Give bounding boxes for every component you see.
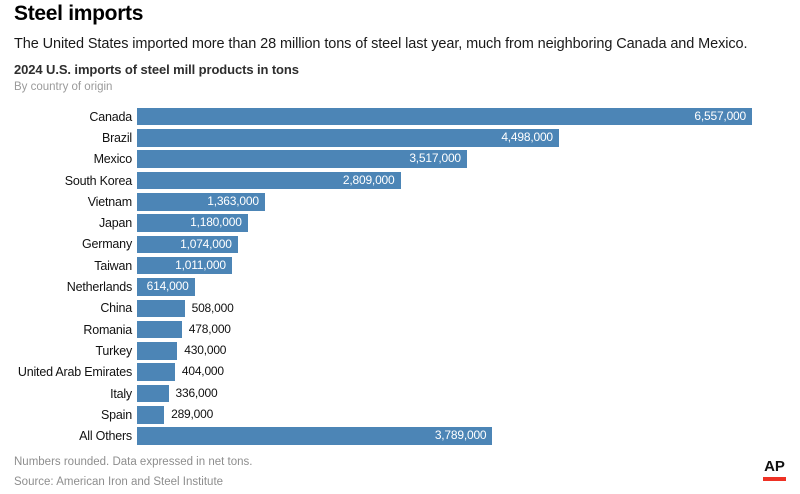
bar-row: Canada 6,557,000 — [14, 106, 786, 127]
bar-track: 1,363,000 — [137, 193, 752, 211]
bar — [137, 171, 401, 190]
bar-track: 6,557,000 — [137, 107, 752, 126]
bar — [137, 299, 185, 318]
value-label: 430,000 — [184, 343, 227, 358]
bar-track: 3,789,000 — [137, 427, 752, 445]
bar-track: 1,074,000 — [137, 235, 752, 254]
ap-logo: AP — [763, 459, 786, 481]
bar-row: Taiwan 1,011,000 — [14, 255, 786, 276]
bar-row: Vietnam 1,363,000 — [14, 191, 786, 212]
category-label: Romania — [83, 322, 132, 337]
bar-track: 404,000 — [137, 363, 752, 381]
value-label: 289,000 — [171, 407, 214, 422]
bar-row: Germany 1,074,000 — [14, 234, 786, 255]
bar-rows: Canada 6,557,000 Brazil 4,498,000 Mexico 3,51… — [14, 106, 786, 447]
bar-row: United Arab Emirates 404,000 — [14, 362, 786, 383]
bar — [137, 256, 232, 275]
bar — [137, 384, 169, 403]
bar — [137, 320, 182, 339]
value-label: 336,000 — [175, 385, 218, 400]
bar-track: 614,000 — [137, 278, 752, 296]
intro-text: The United States imported more than 28 … — [14, 36, 748, 52]
bar-track: 336,000 — [137, 384, 752, 403]
category-label: Japan — [98, 216, 132, 231]
bar — [137, 235, 238, 254]
category-label: China — [100, 301, 132, 316]
bar-row: Netherlands 614,000 — [14, 276, 786, 297]
category-label: All Others — [79, 429, 132, 444]
value-label: 1,011,000 — [175, 257, 226, 272]
bar-track: 2,809,000 — [137, 171, 752, 190]
bar-row: South Korea 2,809,000 — [14, 170, 786, 191]
bar-row: Turkey 430,000 — [14, 340, 786, 361]
value-label: 1,074,000 — [180, 236, 232, 251]
value-label: 2,809,000 — [342, 172, 395, 187]
bar-track: 508,000 — [137, 299, 752, 318]
bar-row: Italy 336,000 — [14, 383, 786, 404]
bar-row: China 508,000 — [14, 298, 786, 319]
category-label: Mexico — [93, 152, 133, 167]
bar-track: 4,498,000 — [137, 129, 752, 147]
bar-row: Brazil 4,498,000 — [14, 127, 786, 148]
category-label: Vietnam — [87, 194, 132, 209]
bar-track: 478,000 — [137, 320, 752, 339]
category-label: Canada — [89, 109, 132, 124]
bar-row: Japan 1,180,000 — [14, 212, 786, 233]
bar — [137, 129, 559, 147]
value-label: 478,000 — [188, 321, 231, 336]
bar — [137, 363, 175, 381]
category-label: Italy — [110, 386, 132, 401]
ap-logo-underline — [763, 477, 786, 481]
footnote: Numbers rounded. Data expressed in net t… — [14, 456, 253, 468]
value-label: 1,180,000 — [190, 215, 242, 230]
page-title: Steel imports — [14, 2, 144, 25]
bar — [137, 214, 248, 232]
value-label: 404,000 — [181, 364, 224, 379]
bar — [137, 150, 467, 168]
category-label: United Arab Emirates — [17, 365, 132, 380]
bar-track: 1,011,000 — [137, 256, 752, 275]
bar — [137, 193, 265, 211]
value-label: 6,557,000 — [694, 108, 746, 123]
chart-title: 2024 U.S. imports of steel mill products… — [14, 62, 299, 77]
source-line: Source: American Iron and Steel Institut… — [14, 476, 224, 488]
category-label: Brazil — [101, 130, 132, 145]
category-label: Spain — [101, 407, 132, 422]
bar-track: 289,000 — [137, 406, 752, 424]
value-label: 4,498,000 — [501, 130, 553, 145]
category-label: Taiwan — [94, 258, 132, 273]
value-label: 3,517,000 — [409, 151, 461, 166]
bar — [137, 342, 178, 360]
ap-logo-text: AP — [764, 458, 785, 475]
bar-track: 430,000 — [137, 342, 752, 360]
bar — [137, 427, 493, 445]
bar-row: All Others 3,789,000 — [14, 425, 786, 446]
bar-row: Mexico 3,517,000 — [14, 149, 786, 170]
value-label: 508,000 — [191, 300, 234, 315]
value-label: 614,000 — [146, 279, 189, 294]
bar — [137, 278, 195, 296]
bar-row: Romania 478,000 — [14, 319, 786, 340]
category-label: Netherlands — [66, 280, 132, 295]
category-label: Germany — [81, 237, 132, 252]
value-label: 1,363,000 — [207, 194, 259, 209]
bar-track: 1,180,000 — [137, 214, 752, 232]
category-label: South Korea — [64, 173, 132, 188]
value-label: 3,789,000 — [434, 428, 487, 443]
bar — [137, 406, 165, 424]
bar-row: Spain 289,000 — [14, 404, 786, 425]
bar-track: 3,517,000 — [137, 150, 752, 168]
chart-subtitle: By country of origin — [14, 81, 113, 93]
bar — [137, 107, 752, 126]
category-label: Turkey — [95, 343, 132, 358]
